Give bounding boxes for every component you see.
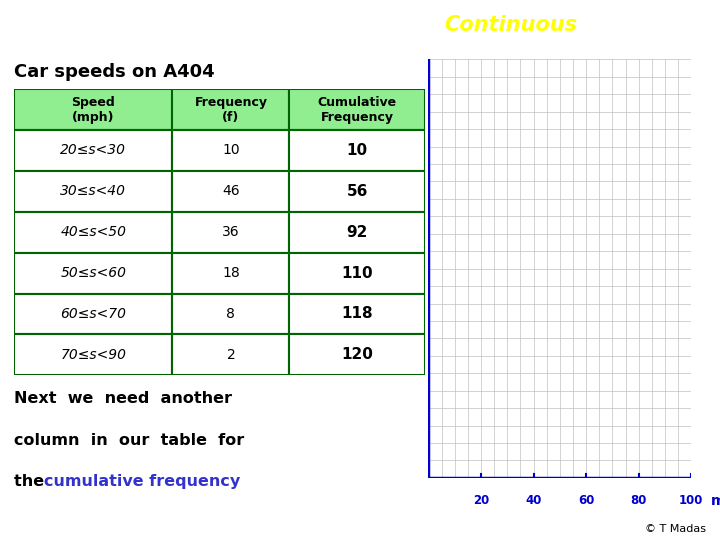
- Text: Cumulative Frequency Graphs for: Cumulative Frequency Graphs for: [22, 15, 423, 35]
- Text: 100: 100: [679, 494, 703, 507]
- Text: 60≤s<70: 60≤s<70: [60, 307, 127, 321]
- Bar: [172, 253, 289, 294]
- Text: Next  we  need  another: Next we need another: [14, 391, 233, 406]
- Text: © T Madas: © T Madas: [644, 524, 706, 534]
- Text: 70≤s<90: 70≤s<90: [60, 348, 127, 362]
- Bar: [14, 130, 172, 171]
- Text: 120: 120: [341, 347, 373, 362]
- Bar: [289, 171, 425, 212]
- Text: Car speeds on A404: Car speeds on A404: [14, 63, 215, 80]
- Bar: [14, 212, 172, 253]
- Text: mph: mph: [711, 494, 720, 508]
- Text: 10: 10: [346, 143, 368, 158]
- Text: 118: 118: [341, 307, 373, 321]
- Bar: [14, 294, 172, 334]
- Text: 18: 18: [222, 266, 240, 280]
- Text: 92: 92: [346, 225, 368, 240]
- Bar: [289, 294, 425, 334]
- Text: 40: 40: [526, 494, 541, 507]
- Bar: [172, 294, 289, 334]
- Bar: [289, 334, 425, 375]
- Text: 40≤s<50: 40≤s<50: [60, 225, 127, 239]
- Text: 60: 60: [578, 494, 594, 507]
- Bar: [172, 171, 289, 212]
- Bar: [172, 89, 289, 130]
- Bar: [14, 171, 172, 212]
- Text: 10: 10: [222, 144, 240, 158]
- Text: 80: 80: [631, 494, 647, 507]
- Bar: [289, 253, 425, 294]
- Text: cumulative frequency: cumulative frequency: [44, 474, 240, 489]
- Text: 20: 20: [473, 494, 489, 507]
- Bar: [289, 130, 425, 171]
- Bar: [14, 253, 172, 294]
- Text: column  in  our  table  for: column in our table for: [14, 433, 245, 448]
- Text: Data: Data: [610, 15, 672, 35]
- Text: 46: 46: [222, 184, 240, 198]
- Text: 50≤s<60: 50≤s<60: [60, 266, 127, 280]
- Text: Cumulative
Frequency: Cumulative Frequency: [318, 96, 397, 124]
- Text: Speed
(mph): Speed (mph): [71, 96, 115, 124]
- Bar: [172, 334, 289, 375]
- Text: 2: 2: [227, 348, 235, 362]
- Bar: [14, 89, 172, 130]
- Bar: [172, 130, 289, 171]
- Bar: [172, 212, 289, 253]
- Text: 8: 8: [227, 307, 235, 321]
- Bar: [289, 212, 425, 253]
- Text: 56: 56: [346, 184, 368, 199]
- Text: 20≤s<30: 20≤s<30: [60, 144, 127, 158]
- Text: Frequency
(f): Frequency (f): [194, 96, 267, 124]
- Text: 36: 36: [222, 225, 240, 239]
- Text: Continuous: Continuous: [444, 15, 577, 35]
- Text: 30≤s<40: 30≤s<40: [60, 184, 127, 198]
- Bar: [289, 89, 425, 130]
- Text: 110: 110: [341, 266, 373, 281]
- Bar: [14, 334, 172, 375]
- Text: the: the: [14, 474, 50, 489]
